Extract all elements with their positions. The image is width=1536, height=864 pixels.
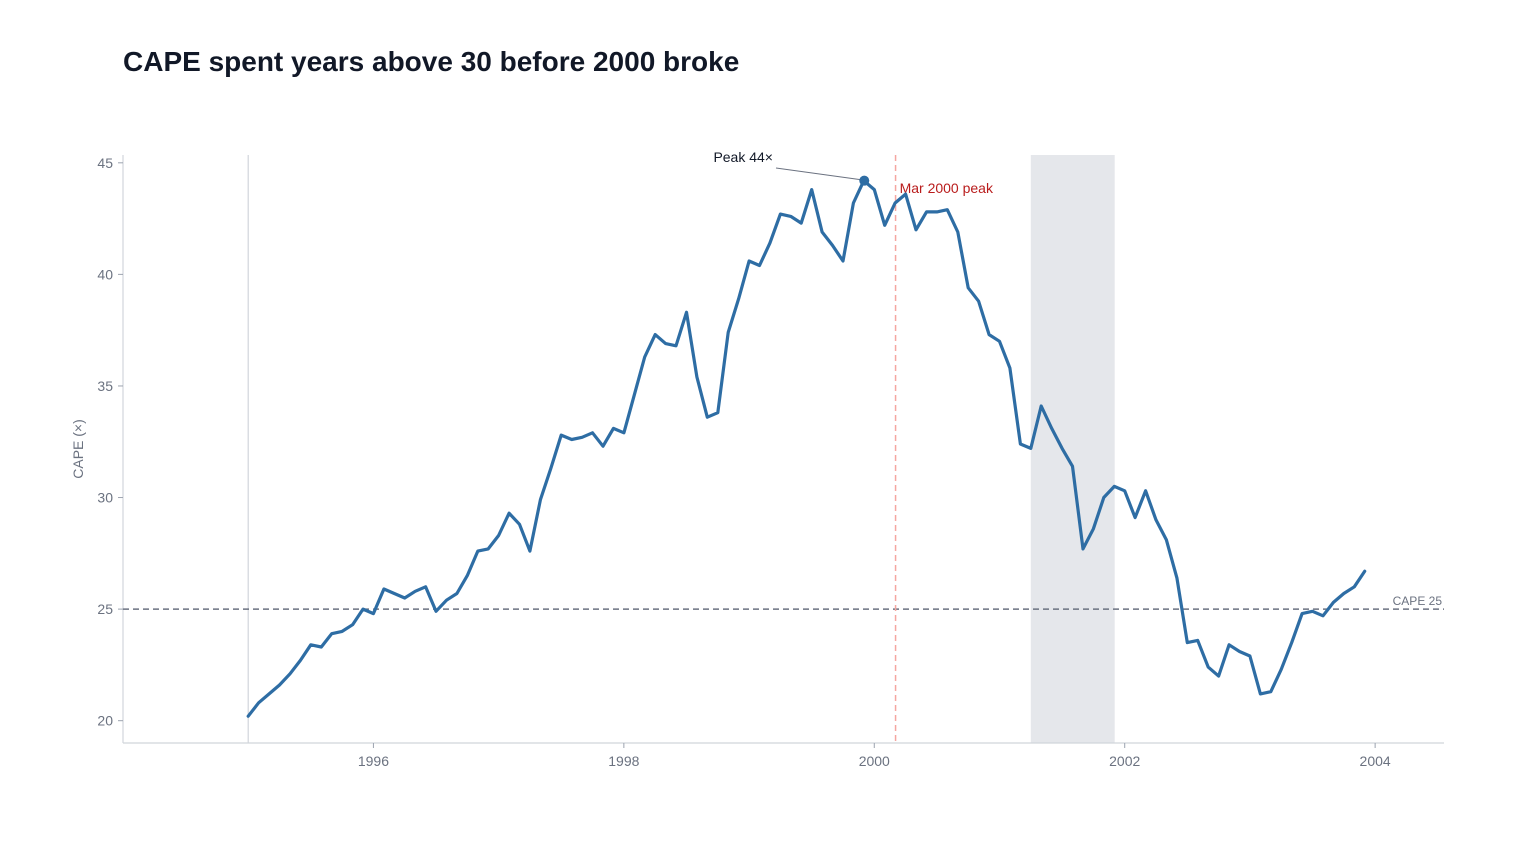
chart-title: CAPE spent years above 30 before 2000 br…: [123, 46, 740, 77]
y-tick-label: 45: [97, 155, 113, 171]
y-tick-label: 25: [97, 601, 113, 617]
x-tick-label: 2004: [1360, 753, 1391, 769]
recession-band-layer: [1030, 155, 1115, 743]
y-tick-label: 40: [97, 266, 113, 282]
axes: 20 25 30 35 40 45 1996 1998 2000 2002 2004: [97, 155, 1444, 769]
peak-annotation-leader: [775, 167, 861, 181]
annotation-layer: Peak 44×: [713, 149, 870, 186]
x-tick-label: 2000: [859, 753, 890, 769]
reference-layer: CAPE 25 Mar 2000 peak: [123, 155, 1444, 743]
y-tick-label: 30: [97, 490, 113, 506]
y-tick-label: 35: [97, 378, 113, 394]
cape-series-line: [246, 179, 1367, 718]
x-tick-label: 1996: [358, 753, 389, 769]
y-tick-label: 20: [97, 713, 113, 729]
peak-marker: [859, 175, 870, 186]
recession-band: [1030, 155, 1115, 743]
peak-annotation-label: Peak 44×: [713, 149, 773, 165]
x-tick-label: 2002: [1109, 753, 1140, 769]
x-tick-label: 1998: [608, 753, 639, 769]
reference-line-label: CAPE 25: [1393, 594, 1443, 608]
series-layer: [246, 179, 1367, 718]
event-line-label: Mar 2000 peak: [900, 180, 994, 196]
y-axis-label: CAPE (×): [70, 419, 86, 479]
